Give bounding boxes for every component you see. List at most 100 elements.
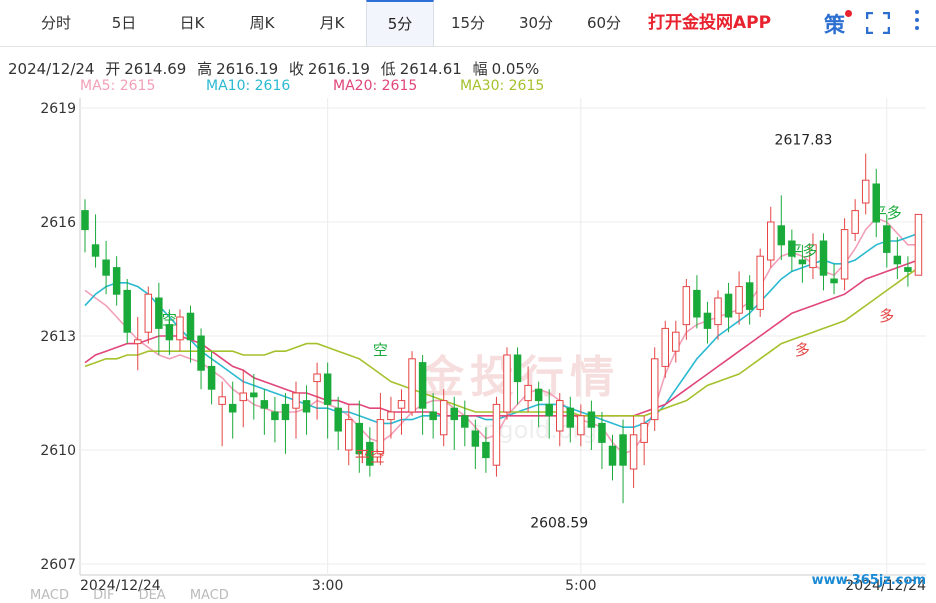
notification-dot — [845, 10, 852, 17]
open-label: 开 — [105, 60, 121, 78]
candle-body — [534, 388, 543, 402]
candle-body — [134, 339, 142, 345]
candle-body — [418, 362, 427, 409]
candle-body — [366, 441, 374, 466]
candle-body — [260, 400, 269, 409]
candle-body — [693, 289, 701, 318]
candle-body — [492, 403, 501, 466]
ma-line-ma30 — [84, 266, 919, 417]
tab-daily-k[interactable]: 日K — [179, 14, 205, 32]
candle-body — [650, 358, 659, 421]
candle-body — [745, 282, 754, 310]
candle-body — [123, 289, 131, 333]
tab-weekly-k[interactable]: 周K — [249, 14, 275, 32]
y-tick-label: 2613 — [40, 329, 76, 345]
dea-legend: DEA — [138, 588, 166, 603]
candle-body — [197, 335, 205, 371]
signal-annotation: 空 — [373, 341, 388, 359]
more-options-icon[interactable] — [913, 10, 921, 36]
y-tick-label: 2610 — [40, 443, 76, 459]
candle-body — [155, 297, 163, 329]
x-tick-label: 2024/12/24 — [845, 578, 926, 594]
tab-timeshare[interactable]: 分时 — [40, 14, 71, 32]
candle-body — [355, 422, 364, 455]
candle-body — [788, 240, 796, 257]
ma20-legend: MA20: 2615 — [333, 78, 418, 94]
candle-body — [281, 403, 290, 421]
candle-body — [661, 327, 669, 367]
ma-line-ma20 — [84, 259, 919, 417]
strategy-button[interactable]: 策 — [824, 13, 845, 37]
close-label: 收 — [288, 60, 304, 78]
candle-body — [830, 278, 838, 284]
candle-body — [302, 400, 311, 413]
candle-body — [777, 225, 786, 246]
candle-body — [345, 419, 353, 451]
low-label: 低 — [380, 60, 396, 78]
candle-body — [176, 316, 184, 341]
candle-body — [524, 384, 532, 402]
candle-body — [165, 324, 174, 341]
candle-body — [556, 400, 564, 432]
ma5-legend: MA5: 2615 — [80, 78, 156, 94]
close-value: 2616.19 — [307, 60, 370, 78]
candle-body — [503, 354, 511, 413]
tab-5day[interactable]: 5日 — [111, 14, 137, 32]
candle-body — [598, 422, 606, 443]
candle-body — [851, 210, 859, 234]
candle-body — [313, 373, 321, 383]
tab-30min[interactable]: 30分 — [518, 14, 554, 32]
high-value-label: 2617.83 — [775, 132, 833, 148]
candle-body — [271, 411, 279, 421]
tab-60min[interactable]: 60分 — [586, 14, 622, 32]
candle-body — [767, 221, 775, 261]
low-value-label: 2608.59 — [530, 516, 588, 532]
candle-body — [904, 267, 912, 272]
signal-annotation: 多 — [879, 307, 894, 325]
fullscreen-icon[interactable] — [865, 11, 891, 35]
candle-body — [608, 445, 617, 466]
candle-body — [577, 415, 585, 436]
range-value: 0.05% — [491, 60, 540, 78]
candle-body — [239, 392, 247, 402]
candle-body — [218, 396, 226, 405]
x-tick-label: 3:00 — [312, 578, 343, 594]
high-label: 高 — [197, 60, 213, 78]
candle-body — [250, 392, 258, 398]
candle-body — [323, 373, 332, 405]
low-value: 2614.61 — [399, 60, 462, 78]
macd-legend-value: MACD — [189, 588, 229, 603]
candle-body — [228, 403, 237, 413]
candle-body — [756, 255, 764, 310]
signal-annotation: 平多 — [787, 242, 817, 260]
dif-legend: DIF — [93, 588, 115, 603]
y-tick-label: 2619 — [40, 101, 76, 117]
ma10-legend: MA10: 2616 — [206, 78, 291, 94]
ma30-legend: MA30: 2615 — [460, 78, 545, 94]
candle-body — [883, 225, 891, 253]
period-tab-bar: 分时 5日 日K 周K 月K 5分 15分 30分 60分 打开金投网APP 策 — [0, 0, 936, 47]
candle-body — [397, 400, 406, 409]
candle-body — [682, 286, 691, 326]
candle-body — [672, 331, 680, 352]
open-value: 2614.69 — [124, 60, 187, 78]
candle-body — [545, 403, 553, 417]
tab-monthly-k[interactable]: 月K — [319, 14, 345, 32]
candle-body — [102, 259, 110, 276]
candle-body — [735, 286, 743, 314]
candle-body — [798, 259, 807, 265]
candle-body — [809, 244, 817, 269]
candle-body — [893, 255, 902, 265]
open-app-link[interactable]: 打开金投网APP — [648, 13, 772, 33]
candle-body — [587, 411, 596, 428]
tab-15min[interactable]: 15分 — [450, 14, 486, 32]
candle-body — [482, 441, 490, 459]
candle-body — [450, 407, 458, 421]
candle-body — [292, 392, 300, 409]
candle-body — [714, 297, 722, 326]
signal-annotation: 多 — [795, 341, 810, 359]
tab-5min[interactable]: 5分 — [366, 0, 434, 46]
candle-body — [629, 434, 638, 470]
candle-body — [91, 244, 100, 257]
